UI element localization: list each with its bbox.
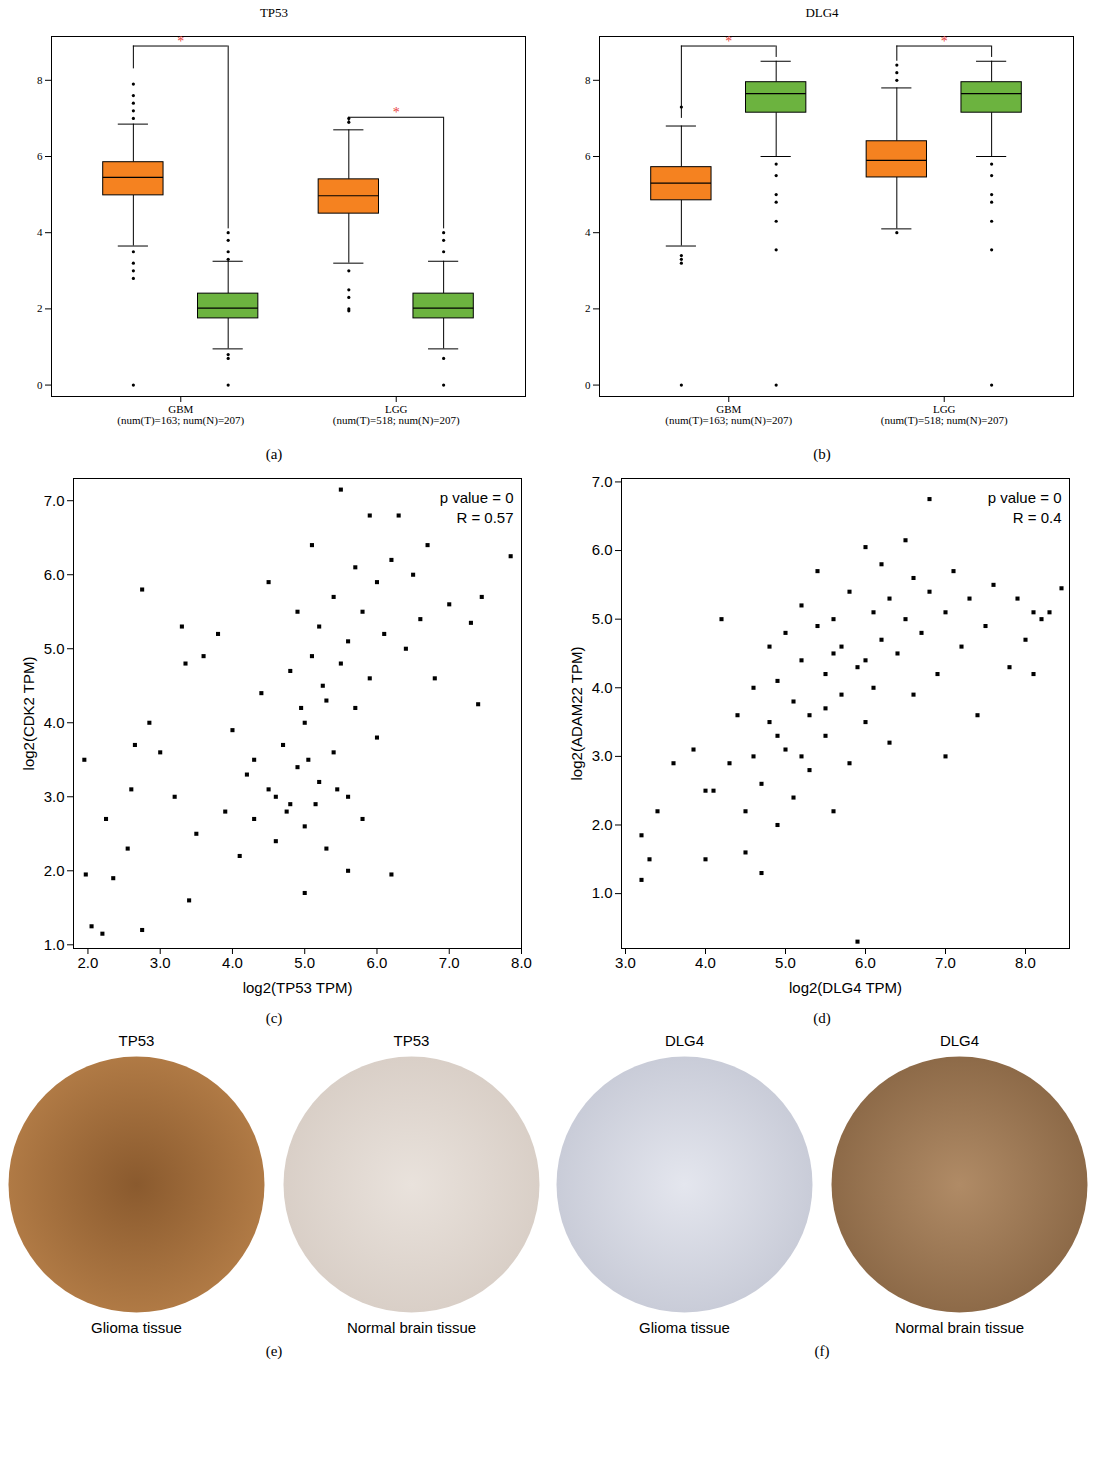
svg-text:4.0: 4.0 (44, 714, 65, 731)
svg-text:2: 2 (37, 302, 43, 314)
svg-text:LGG(num(T)=518; num(N)=207): LGG(num(T)=518; num(N)=207) (333, 403, 460, 427)
html-text:(e): (e) (265, 1343, 283, 1359)
html-text:Glioma tissue: Glioma tissue (639, 1319, 730, 1336)
svg-text:6.0: 6.0 (855, 954, 876, 971)
svg-text:3.0: 3.0 (592, 747, 613, 764)
html-text:TP53: TP53 (393, 1032, 430, 1049)
svg-text:4: 4 (585, 226, 591, 238)
svg-text:3.0: 3.0 (615, 954, 636, 971)
svg-text:3.0: 3.0 (44, 788, 65, 805)
svg-text:8: 8 (37, 74, 43, 86)
svg-text:2.0: 2.0 (592, 816, 613, 833)
svg-text:2: 2 (585, 302, 591, 314)
svg-text:6.0: 6.0 (592, 541, 613, 558)
svg-text:0: 0 (585, 379, 591, 391)
html-text:DLG4: DLG4 (939, 1032, 980, 1049)
svg-text:1.0: 1.0 (44, 936, 65, 953)
svg-text:6: 6 (585, 150, 591, 162)
svg-text:3.0: 3.0 (150, 954, 171, 971)
svg-text:7.0: 7.0 (592, 473, 613, 490)
svg-text:2.0: 2.0 (44, 862, 65, 879)
svg-text:6.0: 6.0 (367, 954, 388, 971)
svg-text:6: 6 (37, 150, 43, 162)
svg-text:7.0: 7.0 (44, 492, 65, 509)
svg-text:8: 8 (585, 74, 591, 86)
svg-text:2.0: 2.0 (78, 954, 99, 971)
svg-text:4: 4 (37, 226, 43, 238)
svg-text:5.0: 5.0 (592, 610, 613, 627)
svg-text:GBM(num(T)=163; num(N)=207): GBM(num(T)=163; num(N)=207) (665, 403, 792, 427)
svg-text:log2(DLG4 TPM): log2(DLG4 TPM) (789, 979, 902, 996)
svg-text:GBM(num(T)=163; num(N)=207): GBM(num(T)=163; num(N)=207) (117, 403, 244, 427)
html-text:Glioma tissue: Glioma tissue (91, 1319, 182, 1336)
svg-text:R = 0.4: R = 0.4 (1013, 509, 1062, 526)
svg-text:*: * (177, 34, 184, 49)
svg-text:8.0: 8.0 (1015, 954, 1036, 971)
svg-text:7.0: 7.0 (935, 954, 956, 971)
svg-text:5.0: 5.0 (44, 640, 65, 657)
svg-text:4.0: 4.0 (592, 679, 613, 696)
html-text:(b): (b) (813, 446, 831, 462)
svg-text:7.0: 7.0 (439, 954, 460, 971)
svg-text:6.0: 6.0 (44, 566, 65, 583)
html-text:(a): (a) (265, 446, 283, 462)
svg-text:5.0: 5.0 (775, 954, 796, 971)
svg-text:5.0: 5.0 (294, 954, 315, 971)
svg-text:4.0: 4.0 (695, 954, 716, 971)
html-text:Normal brain tissue: Normal brain tissue (894, 1319, 1025, 1336)
svg-text:4.0: 4.0 (222, 954, 243, 971)
html-text:DLG4: DLG4 (805, 5, 839, 20)
html-text:TP53: TP53 (118, 1032, 155, 1049)
svg-text:*: * (941, 34, 948, 49)
html-text:(c): (c) (265, 1010, 283, 1026)
svg-text:p value = 0: p value = 0 (988, 489, 1062, 506)
html-text:DLG4: DLG4 (664, 1032, 705, 1049)
html-text:(d): (d) (813, 1010, 831, 1026)
svg-text:LGG(num(T)=518; num(N)=207): LGG(num(T)=518; num(N)=207) (881, 403, 1008, 427)
svg-text:8.0: 8.0 (511, 954, 532, 971)
html-text:Normal brain tissue: Normal brain tissue (346, 1319, 477, 1336)
svg-text:*: * (725, 34, 732, 49)
svg-text:log2(TP53 TPM): log2(TP53 TPM) (243, 979, 353, 996)
svg-text:0: 0 (37, 379, 43, 391)
svg-text:*: * (393, 105, 400, 120)
svg-text:R = 0.57: R = 0.57 (456, 509, 513, 526)
html-text:TP53: TP53 (259, 5, 289, 20)
html-text:(f): (f) (814, 1343, 830, 1359)
svg-text:1.0: 1.0 (592, 884, 613, 901)
svg-text:log2(ADAM22 TPM): log2(ADAM22 TPM) (568, 647, 585, 781)
svg-text:log2(CDK2 TPM): log2(CDK2 TPM) (20, 657, 37, 771)
svg-text:p value = 0: p value = 0 (440, 489, 514, 506)
